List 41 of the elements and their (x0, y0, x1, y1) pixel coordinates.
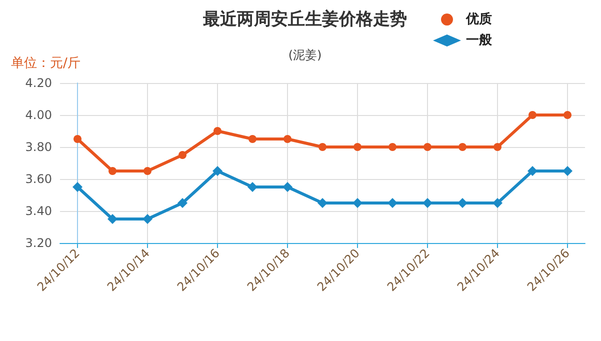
point (564, 111, 572, 119)
point (528, 166, 538, 176)
y-tick-label: 3.40 (25, 204, 52, 218)
point (528, 111, 536, 119)
chart-subtitle: (泥姜) (288, 48, 322, 62)
point (284, 135, 292, 143)
chart-title: 最近两周安丘生姜价格走势 (202, 8, 407, 30)
point (214, 127, 222, 135)
point (354, 143, 362, 151)
point (74, 135, 82, 143)
point (422, 198, 432, 208)
point (142, 214, 152, 224)
point (178, 198, 188, 208)
y-axis-title: 单位：元/斤 (11, 56, 80, 71)
point (458, 143, 466, 151)
point (108, 167, 116, 175)
point (352, 198, 362, 208)
point (248, 135, 256, 143)
y-tick-label: 4.20 (25, 76, 52, 90)
point (562, 166, 572, 176)
point (458, 198, 468, 208)
y-tick-label: 3.20 (25, 236, 52, 250)
point (144, 167, 152, 175)
point (494, 143, 502, 151)
point (318, 198, 328, 208)
legend-label: 一般 (466, 33, 493, 48)
point (282, 182, 292, 192)
point (424, 143, 432, 151)
point (318, 143, 326, 151)
legend-label: 优质 (465, 11, 492, 27)
point (492, 198, 502, 208)
point (388, 143, 396, 151)
point (108, 214, 118, 224)
point (178, 151, 186, 159)
point (248, 182, 258, 192)
point (388, 198, 398, 208)
point (212, 166, 222, 176)
y-tick-label: 3.60 (25, 172, 52, 186)
y-tick-label: 3.80 (25, 140, 52, 154)
point (72, 182, 82, 192)
y-tick-label: 4.00 (25, 108, 52, 122)
